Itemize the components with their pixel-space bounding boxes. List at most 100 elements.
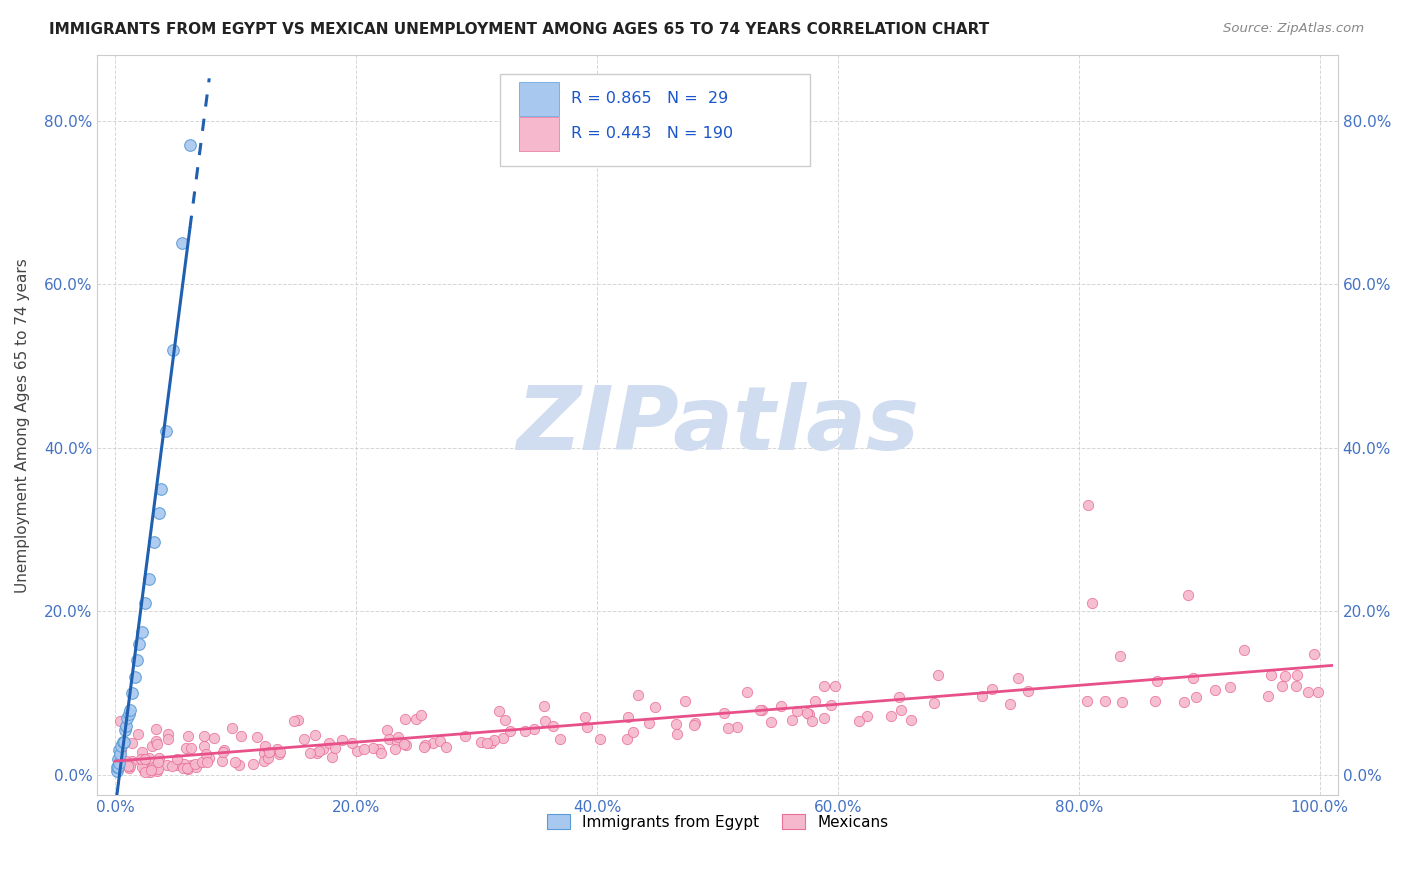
Point — [170, 236, 193, 251]
Point — [115, 719, 138, 733]
Point — [132, 764, 155, 778]
Point — [257, 751, 280, 765]
Point — [429, 734, 451, 748]
Point — [725, 720, 748, 734]
Point — [253, 739, 276, 753]
Point — [108, 756, 131, 770]
Point — [160, 759, 183, 773]
Point — [156, 727, 179, 741]
Point — [499, 724, 522, 739]
Point — [141, 739, 163, 754]
FancyBboxPatch shape — [519, 117, 558, 151]
Point — [1185, 690, 1208, 704]
Point — [353, 741, 375, 756]
Point — [269, 745, 291, 759]
Point — [110, 739, 132, 754]
Point — [150, 482, 173, 496]
Point — [385, 734, 408, 748]
Point — [148, 751, 170, 765]
Point — [332, 732, 354, 747]
Point — [131, 624, 153, 639]
Point — [135, 763, 157, 777]
Point — [287, 713, 309, 727]
Point — [129, 752, 152, 766]
Point — [127, 727, 149, 741]
Point — [392, 737, 415, 751]
Point — [155, 425, 177, 439]
Point — [717, 721, 740, 735]
Point — [184, 759, 207, 773]
Point — [378, 731, 401, 746]
Point — [820, 698, 842, 713]
Point — [413, 739, 436, 754]
Point — [666, 727, 689, 741]
Point — [211, 745, 233, 759]
Point — [574, 709, 596, 723]
Point — [146, 762, 169, 776]
Point — [1260, 668, 1282, 682]
Point — [253, 754, 276, 768]
Point — [673, 693, 696, 707]
Point — [769, 698, 792, 713]
Point — [737, 685, 759, 699]
Point — [824, 679, 846, 693]
Point — [114, 754, 136, 768]
Point — [575, 720, 598, 734]
Point — [193, 729, 215, 743]
Point — [117, 706, 139, 721]
Point — [108, 747, 131, 762]
Point — [118, 761, 141, 775]
Point — [195, 756, 218, 770]
Point — [111, 755, 134, 769]
Point — [1270, 679, 1292, 693]
Point — [972, 690, 994, 704]
Text: R = 0.443   N = 190: R = 0.443 N = 190 — [571, 126, 733, 141]
Point — [307, 746, 329, 760]
Point — [257, 745, 280, 759]
Point — [111, 735, 134, 749]
Point — [180, 741, 202, 756]
Point — [173, 756, 195, 771]
Point — [616, 732, 638, 747]
Point — [533, 699, 555, 714]
Point — [367, 741, 389, 756]
Point — [786, 704, 808, 718]
Point — [318, 736, 340, 750]
Point — [1274, 669, 1296, 683]
Point — [311, 741, 333, 756]
Point — [1285, 679, 1308, 693]
Point — [548, 732, 571, 747]
Point — [134, 596, 156, 610]
Point — [107, 756, 129, 771]
Point — [156, 731, 179, 746]
Point — [166, 752, 188, 766]
Point — [1077, 498, 1099, 512]
Point — [453, 729, 475, 743]
Point — [118, 702, 141, 716]
Point — [112, 735, 135, 749]
Point — [409, 708, 432, 723]
Text: IMMIGRANTS FROM EGYPT VS MEXICAN UNEMPLOYMENT AMONG AGES 65 TO 74 YEARS CORRELAT: IMMIGRANTS FROM EGYPT VS MEXICAN UNEMPLO… — [49, 22, 990, 37]
Point — [193, 739, 215, 754]
Point — [395, 738, 418, 752]
Point — [266, 742, 288, 756]
Point — [637, 715, 659, 730]
Point — [117, 711, 139, 725]
Point — [1076, 694, 1098, 708]
Point — [148, 756, 170, 770]
Point — [1182, 671, 1205, 685]
Point — [179, 138, 201, 153]
Point — [202, 731, 225, 746]
Point — [142, 761, 165, 775]
Point — [139, 763, 162, 777]
Point — [190, 755, 212, 769]
Point — [105, 760, 128, 774]
Point — [105, 764, 128, 778]
Point — [980, 681, 1002, 696]
Point — [224, 756, 246, 770]
Point — [267, 747, 290, 762]
Point — [1144, 694, 1167, 708]
Point — [394, 712, 416, 726]
Point — [172, 761, 194, 775]
Point — [117, 759, 139, 773]
